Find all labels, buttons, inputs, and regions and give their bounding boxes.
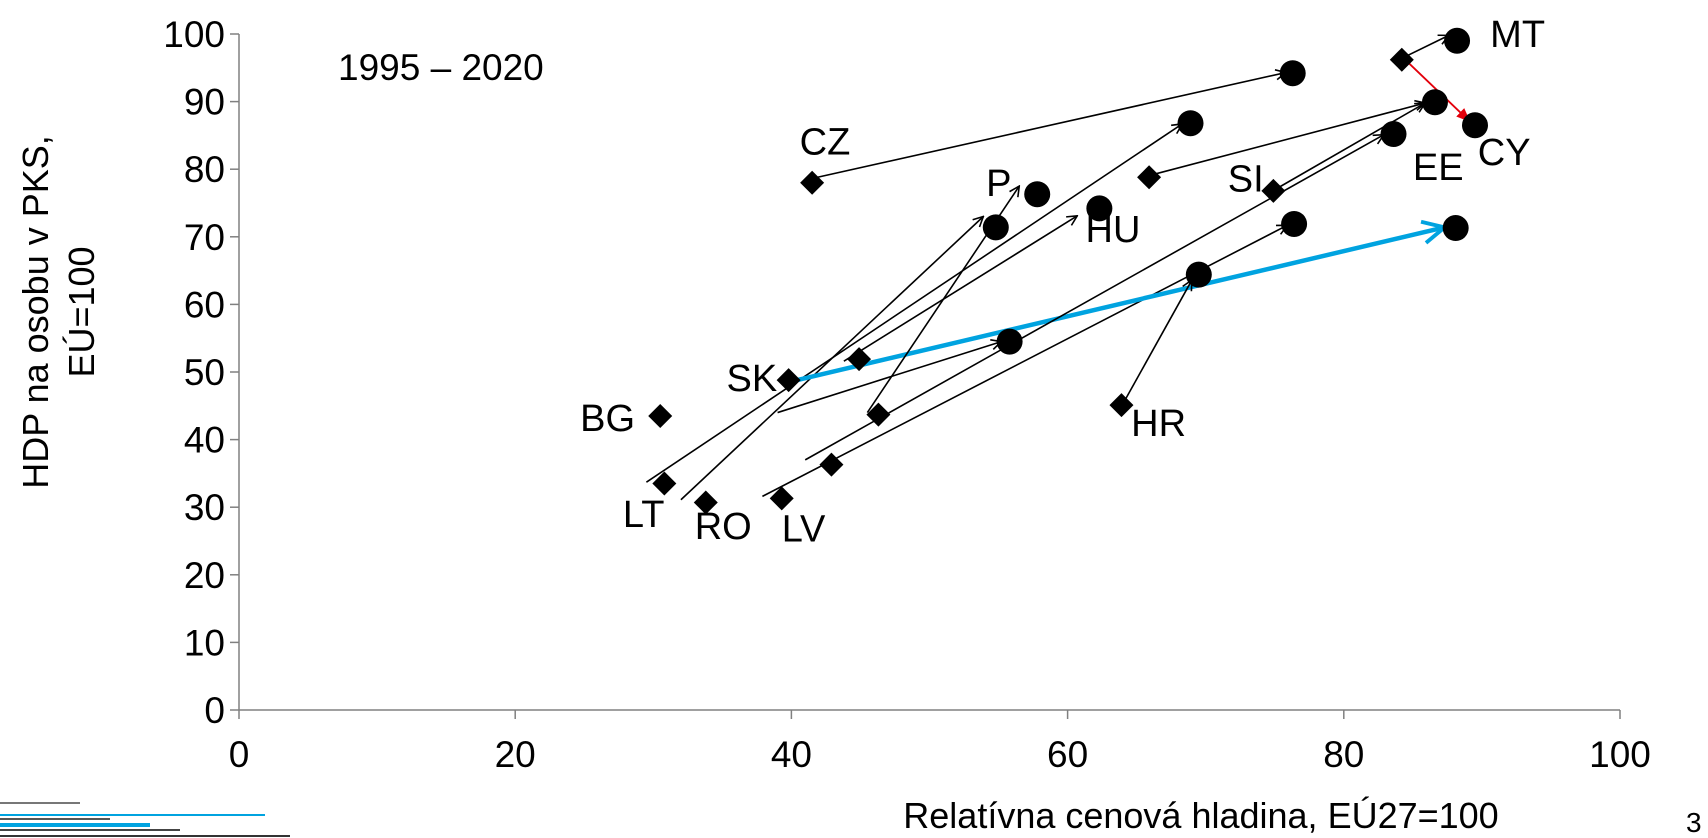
point-1995-diamond: [847, 347, 872, 372]
point-1995-diamond: [776, 368, 801, 393]
country-label: LV: [782, 509, 826, 551]
point-1995-diamond: [1389, 47, 1414, 72]
footer-logo-lines: [0, 802, 290, 837]
point-1995-diamond: [1109, 393, 1134, 418]
trajectory-arrow: [1124, 280, 1192, 400]
point-2020-circle: [996, 328, 1023, 355]
y-tick-label: 40: [184, 420, 225, 461]
trajectory-arrow: [804, 135, 1384, 461]
x-tick-label: 0: [229, 734, 250, 775]
trajectory-arrow: [1147, 103, 1426, 177]
y-tick-label: 60: [184, 284, 225, 325]
y-axis-title-line2: EÚ=100: [61, 246, 102, 377]
trajectory-arrow: [805, 73, 1286, 181]
y-tick-label: 0: [204, 690, 225, 731]
trajectory-arrow: [843, 216, 1077, 362]
point-1995-diamond: [800, 170, 825, 195]
point-2020-circle: [1442, 215, 1469, 242]
x-tick-label: 60: [1047, 734, 1088, 775]
point-2020-circle: [1086, 195, 1113, 222]
y-tick-label: 100: [163, 14, 225, 55]
y-tick-label: 10: [184, 622, 225, 663]
point-2020-circle: [1279, 60, 1306, 87]
y-tick-label: 50: [184, 352, 225, 393]
axes: 0 20 40 60 80 100 0 10 20 30 40 50 60 70 80 90 100: [163, 14, 1651, 775]
country-label: MT: [1490, 14, 1545, 56]
y-axis-title: HDP na osobu v PKS, EÚ=100: [15, 135, 102, 489]
x-axis-title: Relatívna cenová hladina, EÚ27=100: [903, 795, 1498, 836]
page-number: 3: [1686, 807, 1702, 838]
point-1995-diamond: [1137, 165, 1162, 190]
x-tick-label: 20: [495, 734, 536, 775]
country-label: CZ: [800, 121, 851, 163]
country-label: HR: [1131, 403, 1186, 445]
country-label: SI: [1228, 159, 1264, 201]
country-label: EE: [1413, 147, 1464, 189]
point-1995-diamond: [652, 471, 677, 496]
point-2020-circle: [1024, 181, 1051, 208]
trajectory-arrow: [1401, 35, 1449, 60]
markers-layer: [648, 27, 1488, 515]
point-2020-circle: [1421, 89, 1448, 116]
point-2020-circle: [1177, 110, 1204, 137]
y-tick-label: 70: [184, 217, 225, 258]
point-1995-diamond: [866, 402, 891, 427]
country-label: P: [986, 163, 1011, 205]
point-1995-diamond: [693, 490, 718, 515]
x-tick-label: 80: [1323, 734, 1364, 775]
country-label: CY: [1478, 132, 1531, 174]
period-label: 1995 – 2020: [338, 47, 544, 88]
y-tick-label: 20: [184, 555, 225, 596]
trajectory-arrow: [1277, 103, 1426, 189]
country-label: BG: [580, 398, 635, 440]
arrows-layer: [645, 35, 1471, 501]
point-labels: MT CY EE CZ P SI HU SK BG HR LT RO LV: [580, 14, 1545, 551]
x-tick-label: 100: [1589, 734, 1651, 775]
y-tick-label: 80: [184, 149, 225, 190]
y-axis-title-line1: HDP na osobu v PKS,: [15, 135, 56, 489]
trajectory-arrow: [645, 124, 1182, 483]
trajectory-arrow: [793, 227, 1444, 383]
point-2020-circle: [1461, 112, 1488, 139]
point-2020-circle: [1380, 121, 1407, 148]
trajectory-arrow: [777, 342, 1002, 414]
point-2020-circle: [1185, 261, 1212, 288]
country-label: HU: [1086, 209, 1141, 251]
country-label: SK: [726, 358, 777, 400]
y-tick-label: 30: [184, 487, 225, 528]
point-2020-circle: [1281, 210, 1308, 237]
point-1995-diamond: [648, 403, 673, 428]
point-1995-diamond: [769, 486, 794, 511]
x-tick-label: 40: [771, 734, 812, 775]
country-label: LT: [623, 494, 665, 536]
trajectory-arrow: [680, 217, 983, 501]
point-2020-circle: [1444, 27, 1471, 54]
point-1995-diamond: [819, 452, 844, 477]
point-2020-circle: [982, 214, 1009, 241]
y-tick-label: 90: [184, 82, 225, 123]
country-label: RO: [695, 506, 752, 548]
point-1995-diamond: [1261, 178, 1286, 203]
